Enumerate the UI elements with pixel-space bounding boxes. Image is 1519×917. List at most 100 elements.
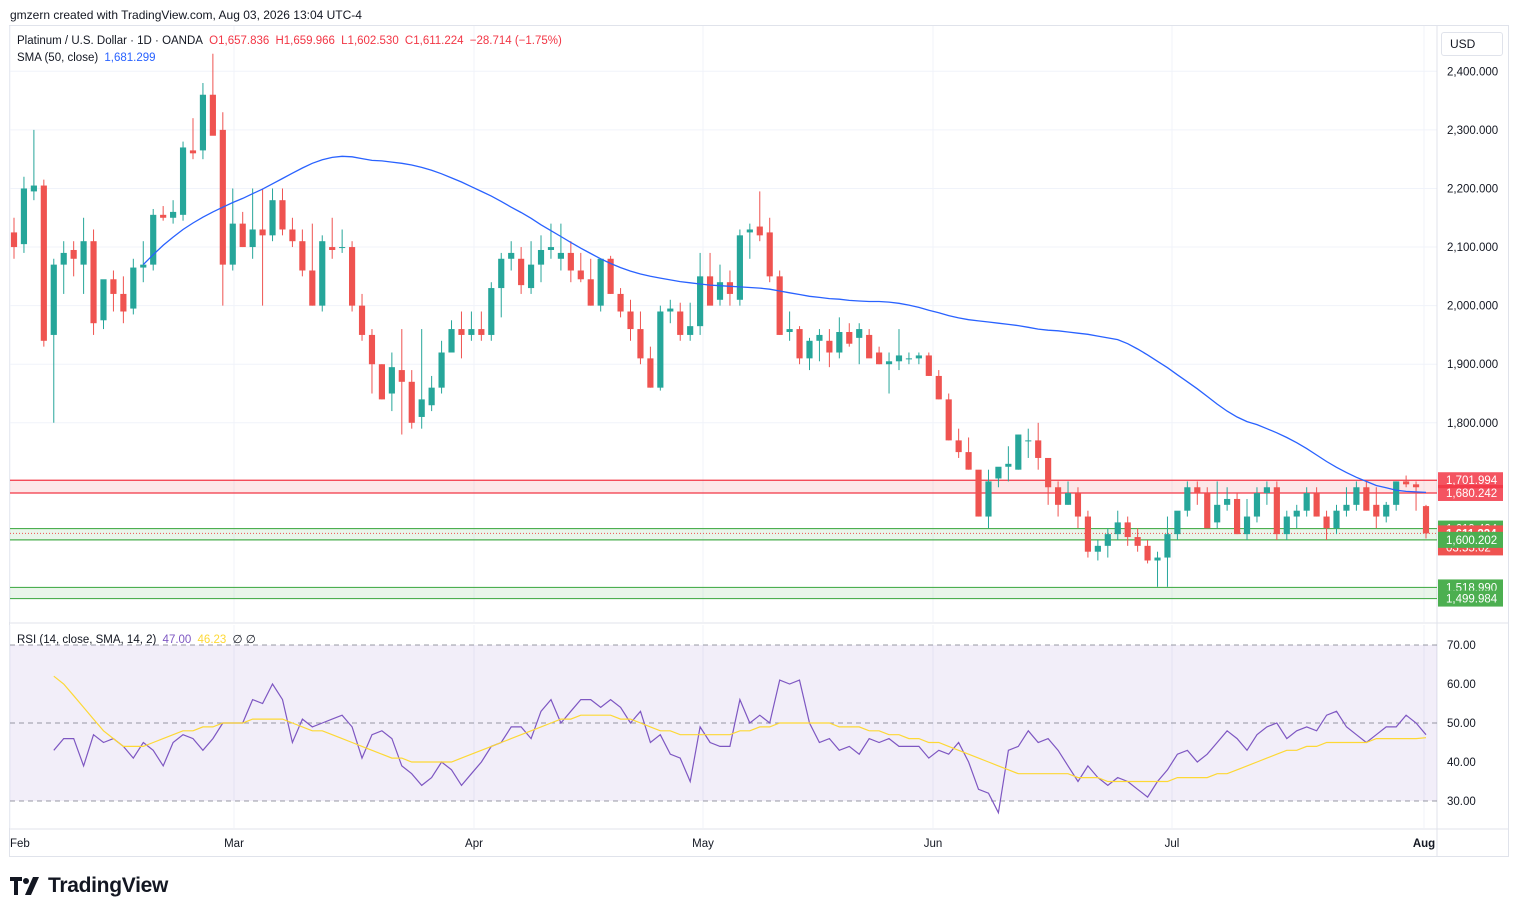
candle-body: [1064, 493, 1072, 505]
rsi-extra: ∅ ∅: [232, 634, 256, 646]
rsi-line: [53, 679, 1427, 815]
candle: [1422, 504, 1430, 539]
candle: [746, 223, 753, 259]
candle-body: [985, 481, 992, 517]
candle: [905, 352, 913, 365]
price-tick-label: 2,000.000: [1447, 301, 1498, 313]
candle-body: [796, 329, 803, 359]
candle: [597, 258, 604, 312]
candle: [518, 247, 525, 294]
candle: [130, 258, 137, 315]
zones: [10, 479, 1437, 600]
candle: [478, 311, 485, 341]
candle-body: [1383, 504, 1390, 517]
candle: [1233, 493, 1241, 535]
rsi-legend[interactable]: RSI (14, close, SMA, 14, 2) 47.00 46.23 …: [17, 632, 259, 646]
candles: [10, 53, 1430, 587]
support-zone: [10, 528, 1437, 540]
candle-body: [856, 329, 863, 338]
candle-body: [329, 247, 336, 250]
candle: [428, 375, 435, 412]
candle: [1064, 481, 1072, 505]
candle: [667, 299, 674, 324]
candle-body: [1015, 434, 1022, 470]
candle: [776, 270, 783, 335]
candle: [985, 469, 992, 529]
support-price-tag-label: 1,499.984: [1446, 594, 1498, 606]
candle-body: [189, 150, 197, 154]
ohlc-high: H1,659.966: [275, 35, 335, 47]
candle: [1303, 487, 1310, 517]
candle-body: [349, 247, 356, 306]
rsi-label: RSI (14, close, SMA, 14, 2): [17, 634, 157, 646]
rsi-pane: 70.00 60.00 50.00 40.00 30.00: [10, 640, 1476, 815]
sma-legend[interactable]: SMA (50, close) 1,681.299: [17, 52, 159, 64]
candle: [706, 252, 714, 306]
candle: [309, 223, 316, 306]
candle-body: [527, 264, 535, 289]
candle-body: [170, 211, 177, 218]
candle: [189, 118, 197, 160]
candle-body: [726, 282, 734, 294]
candle: [90, 229, 97, 335]
candle-body: [339, 247, 346, 249]
candle-body: [448, 329, 455, 353]
candle-body: [716, 282, 724, 300]
candle-body: [1243, 516, 1251, 535]
candle-body: [1303, 493, 1310, 511]
candle: [766, 217, 773, 283]
candle-body: [1204, 493, 1211, 529]
candle-body: [10, 232, 18, 248]
candle: [1154, 551, 1161, 587]
candle: [398, 329, 405, 435]
candle-body: [826, 340, 833, 353]
candle-body: [965, 452, 972, 470]
candle-body: [458, 329, 465, 335]
candle: [299, 229, 306, 277]
candle-body: [1422, 506, 1430, 534]
candle: [358, 293, 366, 341]
candle: [567, 241, 574, 283]
price-tick-label: 2,100.000: [1447, 242, 1498, 254]
candle: [1055, 481, 1062, 517]
candle: [1283, 510, 1290, 540]
brand-name: TradingView: [48, 874, 169, 897]
symbol-title[interactable]: Platinum / U.S. Dollar · 1D · OANDA: [17, 35, 203, 47]
candle: [1144, 539, 1151, 564]
candle: [110, 270, 117, 312]
candle: [1373, 487, 1380, 529]
candle: [885, 352, 893, 394]
candle-body: [577, 270, 584, 280]
candle-body: [836, 332, 843, 353]
tradingview-logo-icon: [10, 877, 39, 895]
candle-body: [1373, 504, 1380, 517]
price-tick-label: 2,200.000: [1447, 183, 1498, 195]
candle: [975, 469, 982, 517]
candle-body: [30, 185, 37, 192]
candle: [657, 305, 664, 391]
candle-body: [1134, 537, 1141, 546]
candle-body: [1224, 498, 1231, 505]
candle: [627, 299, 634, 341]
candle-body: [1114, 522, 1121, 535]
tradingview-logo[interactable]: TradingView: [10, 874, 168, 898]
candle-body: [209, 94, 216, 136]
candle-body: [130, 267, 137, 309]
currency-button[interactable]: USD: [1441, 32, 1503, 56]
price-tick-label: 1,800.000: [1447, 418, 1498, 430]
candle-body: [90, 241, 97, 324]
candle: [1383, 501, 1390, 523]
candle-body: [1035, 440, 1042, 458]
candle: [1214, 481, 1221, 529]
candle-body: [756, 226, 763, 236]
candle: [319, 235, 326, 312]
candle: [1174, 510, 1181, 540]
resistance-price-tag-label: 1,680.242: [1446, 488, 1497, 500]
candle: [508, 241, 515, 271]
candle-body: [1005, 463, 1012, 467]
candle: [100, 279, 107, 330]
rsi-value: 47.00: [162, 634, 192, 646]
candle-body: [995, 466, 1002, 479]
candle: [329, 217, 336, 259]
